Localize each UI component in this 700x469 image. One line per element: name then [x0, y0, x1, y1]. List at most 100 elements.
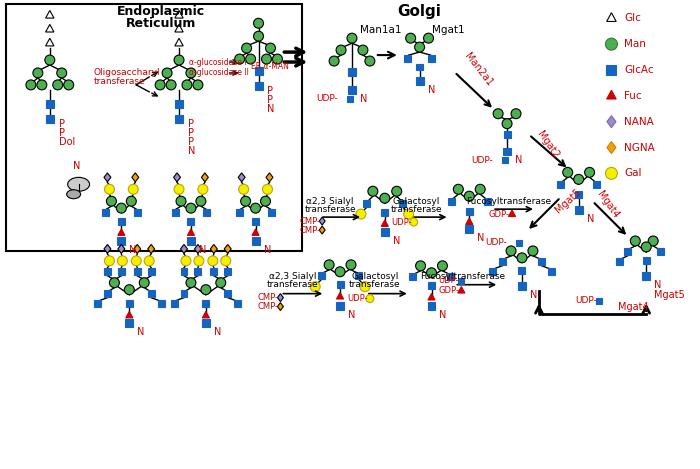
Circle shape [358, 45, 368, 55]
Circle shape [194, 256, 204, 266]
Text: Galactosyl: Galactosyl [351, 272, 398, 281]
Text: N: N [360, 94, 368, 104]
Circle shape [186, 203, 196, 213]
Polygon shape [277, 294, 284, 302]
Text: N: N [428, 85, 435, 95]
Bar [657, 249, 664, 256]
Text: transferase: transferase [304, 204, 356, 214]
Circle shape [424, 33, 433, 43]
Polygon shape [118, 229, 125, 235]
Polygon shape [132, 173, 139, 182]
Text: N: N [73, 161, 80, 171]
Bar [448, 198, 455, 204]
Text: CMP-: CMP- [258, 293, 279, 302]
Text: NANA: NANA [624, 117, 654, 127]
Circle shape [262, 54, 272, 64]
Circle shape [251, 203, 260, 213]
Circle shape [464, 191, 475, 201]
Bar [458, 278, 464, 284]
Circle shape [368, 186, 378, 196]
Circle shape [324, 260, 334, 270]
Circle shape [404, 209, 414, 219]
Bar [202, 319, 210, 327]
Bar [381, 228, 388, 236]
Text: GlcAc: GlcAc [624, 65, 654, 75]
Circle shape [366, 295, 374, 303]
Circle shape [502, 119, 512, 129]
Text: N: N [188, 145, 195, 156]
Bar [348, 86, 356, 94]
Bar [148, 290, 155, 297]
Circle shape [360, 282, 370, 292]
Circle shape [241, 43, 251, 53]
Circle shape [606, 38, 617, 50]
Circle shape [606, 167, 617, 179]
Text: α-glucosidase II: α-glucosidase II [189, 68, 248, 77]
Text: P: P [59, 128, 64, 137]
Circle shape [57, 68, 66, 78]
Text: transferase: transferase [349, 280, 400, 289]
Text: P: P [188, 136, 194, 146]
Polygon shape [210, 244, 217, 253]
Bar [428, 282, 435, 289]
Text: N: N [199, 245, 206, 255]
Polygon shape [118, 244, 125, 253]
Bar [102, 209, 109, 216]
Bar [94, 300, 101, 307]
Circle shape [410, 218, 418, 226]
Text: Man2a1: Man2a1 [462, 52, 494, 89]
Circle shape [45, 55, 55, 65]
Bar [148, 268, 155, 275]
Text: Golgi: Golgi [398, 4, 442, 19]
Circle shape [335, 267, 345, 277]
Bar [606, 65, 617, 75]
Polygon shape [46, 24, 54, 32]
Text: UDP-: UDP- [485, 238, 507, 248]
Circle shape [260, 196, 270, 206]
Bar [428, 54, 435, 61]
Bar [181, 290, 188, 297]
Circle shape [37, 80, 47, 90]
Circle shape [574, 174, 584, 184]
Text: Reticulum: Reticulum [126, 17, 196, 30]
Bar [416, 77, 423, 85]
Bar [503, 131, 510, 138]
Bar [188, 218, 195, 225]
Bar [187, 237, 195, 245]
Bar [484, 198, 491, 204]
Circle shape [126, 196, 136, 206]
Circle shape [125, 285, 134, 295]
Text: N: N [267, 104, 275, 114]
Bar [382, 209, 388, 216]
Bar [172, 209, 178, 216]
Circle shape [272, 54, 282, 64]
Bar [502, 158, 508, 163]
Circle shape [336, 45, 346, 55]
Bar [447, 273, 454, 280]
Circle shape [528, 246, 538, 256]
Circle shape [26, 80, 36, 90]
Circle shape [239, 184, 248, 194]
Text: transferase: transferase [391, 204, 442, 214]
Polygon shape [428, 294, 435, 300]
Bar [466, 208, 472, 215]
Bar [46, 115, 54, 123]
Circle shape [33, 68, 43, 78]
Text: transferase: transferase [267, 280, 318, 289]
Bar [118, 218, 125, 225]
Circle shape [166, 80, 176, 90]
Bar [171, 300, 178, 307]
Bar [234, 300, 241, 307]
Circle shape [584, 167, 594, 177]
Text: UDP-: UDP- [391, 218, 412, 227]
Text: Mgat4: Mgat4 [594, 189, 620, 219]
Circle shape [220, 256, 231, 266]
Text: Fucosyltransferase: Fucosyltransferase [466, 197, 552, 206]
Bar [46, 100, 54, 108]
Circle shape [118, 256, 127, 266]
Polygon shape [46, 10, 54, 18]
Bar [643, 257, 650, 265]
Polygon shape [175, 10, 183, 18]
Circle shape [186, 68, 196, 78]
Text: N: N [263, 245, 271, 255]
